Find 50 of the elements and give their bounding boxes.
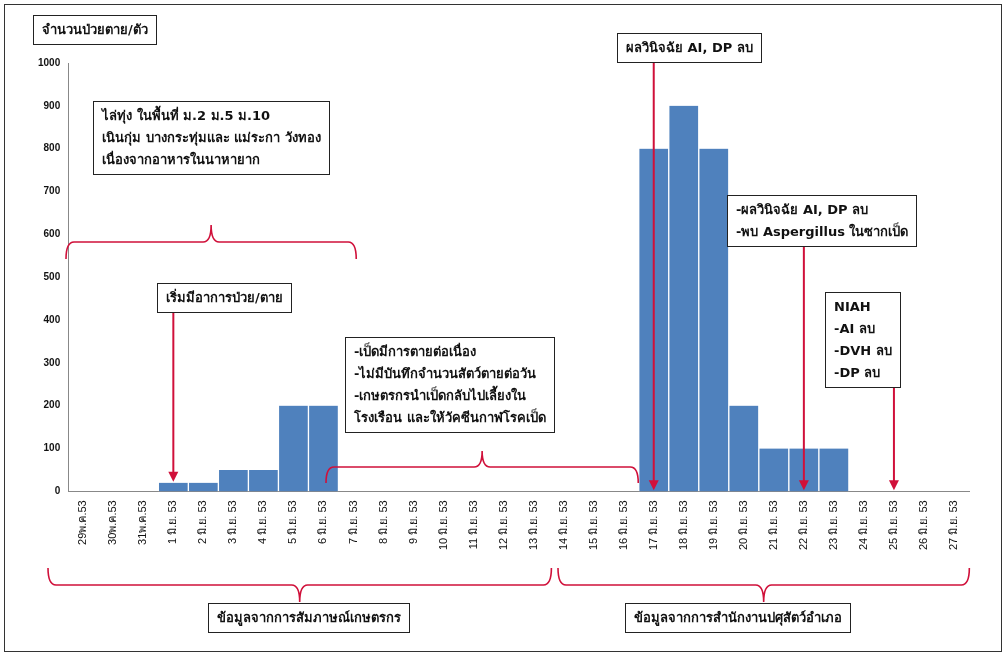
annotation: -เป็ดมีการตายต่อเนื่อง -ไม่มีบันทึกจำนวนสัตว์ตายต่อวัน -เกษตรกรนำเป็ดกลับไปเลี้ยงใน โรงเรือน และให้วัคซีนกาฬโรคเป็ด: [345, 337, 555, 433]
x-tick-label: 10 มิ.ย. 53: [436, 500, 449, 551]
annotation: เริ่มมีอาการป่วย/ตาย: [157, 283, 292, 313]
annotation: ผลวินิจฉัย AI, DP ลบ: [617, 33, 762, 63]
y-tick-label: 600: [43, 228, 61, 240]
x-tick-label: 8 มิ.ย. 53: [376, 500, 389, 544]
x-tick-label: 13 มิ.ย. 53: [526, 500, 539, 551]
y-tick-label: 300: [43, 356, 61, 368]
y-tick-label: 700: [43, 185, 61, 197]
y-tick-label: 100: [43, 442, 61, 454]
annotation: NIAH -AI ลบ -DVH ลบ -DP ลบ: [825, 292, 901, 388]
x-tick-label: 4 มิ.ย. 53: [256, 500, 269, 544]
x-tick-label: 7 มิ.ย. 53: [346, 500, 359, 544]
x-tick-label: 20 มิ.ย. 53: [736, 500, 749, 551]
x-tick-label: 12 มิ.ย. 53: [496, 500, 509, 551]
x-tick-label: 22 มิ.ย. 53: [796, 500, 809, 551]
x-tick-label: 9 มิ.ย. 53: [406, 500, 419, 544]
annotation: -ผลวินิจฉัย AI, DP ลบ -พบ Aspergillus ในซากเป็ด: [727, 195, 918, 247]
text: ข้อมูลจากการสำนักงานปศุสัตว์อำเภอ: [625, 603, 851, 633]
y-tick-label: 800: [43, 142, 61, 154]
y-tick-label: 200: [43, 399, 61, 411]
y-tick-label: 0: [54, 485, 61, 497]
x-tick-label: 19 มิ.ย. 53: [706, 500, 719, 551]
x-tick-label: 16 มิ.ย. 53: [616, 500, 629, 551]
x-tick-label: 18 มิ.ย. 53: [676, 500, 689, 551]
x-tick-label: 17 มิ.ย. 53: [646, 500, 659, 551]
y-tick-label: 1000: [38, 56, 61, 68]
x-tick-label: 6 มิ.ย. 53: [316, 500, 329, 544]
x-tick-label: 5 มิ.ย. 53: [286, 500, 299, 544]
x-tick-label: 29พ.ค.53: [76, 500, 89, 545]
x-tick-label: 3 มิ.ย. 53: [226, 500, 239, 544]
x-tick-label: 24 มิ.ย. 53: [856, 500, 869, 551]
x-tick-label: 30พ.ค.53: [106, 500, 119, 545]
x-tick-label: 15 มิ.ย. 53: [586, 500, 599, 551]
y-tick-label: 900: [43, 99, 61, 111]
x-tick-label: 14 มิ.ย. 53: [556, 500, 569, 551]
x-tick-label: 31พ.ค.53: [136, 500, 149, 545]
y-tick-label: 400: [43, 313, 61, 325]
x-tick-label: 25 มิ.ย. 53: [886, 500, 899, 551]
x-tick-label: 26 มิ.ย. 53: [916, 500, 929, 551]
x-tick-label: 11 มิ.ย. 53: [466, 500, 479, 550]
x-tick-label: 2 มิ.ย. 53: [196, 500, 209, 544]
x-tick-label: 1 มิ.ย. 53: [166, 500, 179, 544]
y-tick-label: 500: [43, 270, 61, 282]
text: ข้อมูลจากการสัมภาษณ์เกษตรกร: [208, 603, 410, 633]
annotation: ไล่ทุ่ง ในพื้นที่ ม.2 ม.5 ม.10 เนินกุ่ม บางกระทุ่มและ แม่ระกา วังทอง เนื่องจากอาหารในนาหายาก: [93, 101, 330, 175]
y-axis-title: จำนวนป่วยตาย/ตัว: [33, 15, 157, 45]
x-tick-label: 21 มิ.ย. 53: [766, 500, 779, 551]
x-tick-label: 23 มิ.ย. 53: [826, 500, 839, 551]
x-tick-label: 27 มิ.ย. 53: [947, 500, 960, 551]
